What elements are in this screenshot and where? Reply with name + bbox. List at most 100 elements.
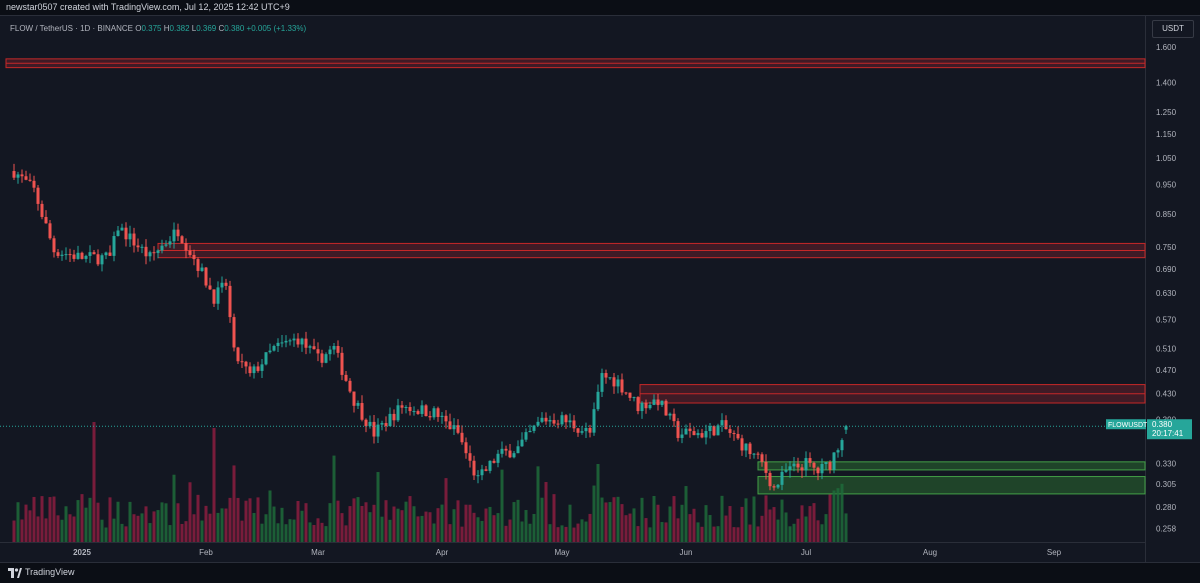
volume-bar	[608, 502, 612, 542]
currency-button[interactable]: USDT	[1152, 20, 1194, 38]
candle-body	[196, 259, 200, 271]
volume-bar	[480, 520, 484, 542]
volume-bar	[612, 497, 616, 542]
attribution-text: newstar0507 created with TradingView.com…	[6, 2, 290, 12]
volume-bar	[760, 515, 764, 542]
candle-body	[424, 405, 428, 417]
volume-bar	[732, 527, 736, 542]
volume-bar	[236, 497, 240, 542]
volume-bar	[208, 513, 212, 542]
volume-bar	[360, 506, 364, 542]
price-tick-label: 0.258	[1156, 524, 1177, 533]
candle-body	[340, 352, 344, 375]
candle-body	[120, 227, 124, 231]
candle-body	[368, 421, 372, 427]
tradingview-logo-icon	[8, 568, 22, 578]
candle-body	[816, 467, 820, 474]
volume-bar	[168, 525, 172, 542]
candle-body	[744, 443, 748, 451]
price-tick-label: 0.950	[1156, 181, 1177, 190]
volume-bar	[352, 498, 356, 542]
candle-body	[64, 254, 68, 256]
volume-bar	[484, 508, 488, 542]
candle-body	[16, 174, 20, 178]
price-tick-label: 0.850	[1156, 210, 1177, 219]
candle-body	[468, 453, 472, 461]
volume-bar	[256, 497, 260, 542]
volume-bar	[464, 504, 468, 542]
candle-body	[160, 245, 164, 251]
legend-close-label: C	[218, 24, 225, 33]
volume-bar	[48, 497, 52, 542]
candle-body	[732, 433, 736, 435]
candle-body	[152, 252, 156, 254]
volume-bar	[156, 510, 160, 542]
volume-bar	[16, 502, 20, 542]
volume-bar	[228, 497, 232, 542]
volume-bar	[108, 497, 112, 542]
volume-bar	[692, 508, 696, 542]
legend-open-label: O	[135, 24, 142, 33]
candle-body	[308, 346, 312, 348]
candle-body	[396, 405, 400, 421]
volume-bar	[512, 502, 516, 542]
candle-body	[172, 229, 176, 242]
volume-bar	[268, 490, 272, 542]
candle-body	[88, 252, 92, 256]
volume-bar	[552, 494, 556, 542]
volume-bar	[740, 506, 744, 542]
volume-bar	[792, 523, 796, 542]
volume-bar	[184, 521, 188, 542]
candle-body	[596, 391, 600, 410]
candle-body	[272, 346, 276, 351]
candle-body	[24, 176, 28, 180]
volume-bar	[508, 519, 512, 542]
volume-bar	[224, 508, 228, 542]
legend-change: +0.005 (+1.33%)	[246, 24, 307, 33]
volume-bar	[584, 521, 588, 542]
volume-bar	[724, 515, 728, 542]
volume-bar	[804, 516, 808, 542]
volume-bar	[120, 523, 124, 542]
volume-bar	[520, 521, 524, 542]
volume-bar	[440, 504, 444, 542]
candle-body	[268, 350, 272, 353]
candle-body	[76, 252, 80, 259]
price-chart[interactable]: 1.600 1.400 1.250 1.150 1.050 0.950 0.850 0.750…	[0, 16, 1200, 562]
candle-body	[344, 374, 348, 381]
volume-bar	[296, 500, 300, 542]
volume-layer	[12, 422, 848, 542]
volume-bar	[52, 496, 56, 542]
volume-bar	[604, 502, 608, 542]
candle-body	[388, 413, 392, 427]
overlay-layer: 1.600 1.400 1.250 1.150 1.050 0.950 0.850 0.750…	[0, 43, 1192, 557]
volume-bar	[560, 525, 564, 542]
time-tick-label: Sep	[1047, 548, 1062, 557]
time-tick-label: Jun	[680, 548, 693, 557]
volume-bar	[392, 506, 396, 542]
candle-body	[504, 448, 508, 451]
volume-bar	[596, 464, 600, 542]
volume-bar	[456, 500, 460, 542]
candle-body	[552, 420, 556, 424]
volume-bar	[220, 508, 224, 542]
candle-body	[32, 180, 36, 188]
volume-bar	[588, 513, 592, 542]
candle-body	[580, 431, 584, 433]
candle-body	[84, 255, 88, 259]
candle-body	[832, 452, 836, 470]
time-tick-label: Aug	[923, 548, 937, 557]
volume-bar	[568, 504, 572, 542]
candle-body	[56, 252, 60, 256]
candle-body	[200, 267, 204, 271]
price-tick-label: 1.150	[1156, 130, 1177, 139]
volume-bar	[696, 522, 700, 542]
candle-body	[788, 466, 792, 471]
volume-bar	[40, 496, 44, 542]
volume-bar	[240, 520, 244, 542]
candle-body	[216, 287, 220, 304]
volume-bar	[844, 513, 848, 542]
legend-symbol: FLOW / TetherUS · 1D · BINANCE	[10, 24, 133, 33]
volume-bar	[572, 527, 576, 542]
candle-body	[328, 349, 332, 355]
